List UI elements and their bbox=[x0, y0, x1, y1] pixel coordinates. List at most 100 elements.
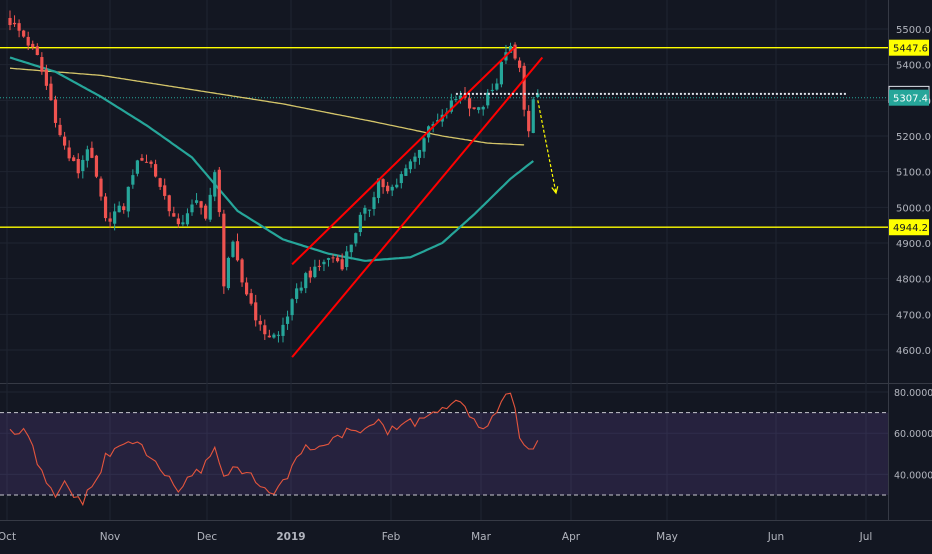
candle-body bbox=[222, 213, 226, 287]
candle-body bbox=[53, 99, 58, 123]
candle bbox=[181, 214, 185, 227]
candle-body bbox=[126, 186, 130, 212]
candle bbox=[213, 169, 217, 202]
candle-body bbox=[267, 335, 271, 338]
candle bbox=[376, 178, 381, 204]
candle-body bbox=[99, 178, 103, 197]
candle-body bbox=[481, 106, 485, 110]
candle-body bbox=[486, 92, 490, 106]
oscillator-pane: 80.0000 60.0000 40.0000 bbox=[0, 388, 932, 507]
candle-body bbox=[395, 184, 399, 188]
candle-body bbox=[381, 179, 385, 188]
candle bbox=[263, 319, 267, 340]
candle-body bbox=[163, 185, 167, 196]
time-tick-label: Nov bbox=[100, 531, 121, 543]
candle bbox=[367, 209, 372, 218]
candle bbox=[413, 152, 417, 169]
candle bbox=[26, 31, 30, 51]
oscillator-band bbox=[0, 412, 888, 495]
candle bbox=[454, 95, 458, 103]
time-tick-label: Jun bbox=[767, 531, 784, 543]
candle-body bbox=[399, 174, 403, 184]
candle bbox=[308, 266, 312, 283]
candle bbox=[317, 259, 321, 271]
candle-body bbox=[295, 288, 299, 299]
candle-body bbox=[226, 257, 230, 289]
candle-body bbox=[336, 257, 340, 262]
candle bbox=[518, 57, 522, 73]
time-tick-label: Feb bbox=[382, 531, 401, 543]
horizontal-levels bbox=[0, 46, 888, 228]
candle bbox=[99, 176, 103, 201]
candle bbox=[53, 95, 58, 128]
time-axis: Oct Nov Dec 2019 Feb Mar Apr May Jun Jul bbox=[0, 531, 872, 543]
candle-body bbox=[249, 293, 253, 304]
candle-body bbox=[522, 65, 526, 110]
candle bbox=[299, 281, 303, 294]
candle-body bbox=[404, 168, 408, 176]
candle-body bbox=[304, 273, 308, 289]
candle bbox=[254, 294, 258, 327]
price-tick-label: 4800.0 bbox=[896, 275, 931, 286]
candle bbox=[208, 187, 212, 222]
candle-body bbox=[12, 22, 17, 25]
candle-body bbox=[72, 157, 76, 162]
candle bbox=[81, 155, 85, 179]
price-label-box bbox=[889, 89, 929, 106]
candle bbox=[122, 203, 126, 214]
candle bbox=[58, 117, 62, 137]
candle-body bbox=[290, 299, 294, 316]
candle-body bbox=[508, 46, 513, 53]
candle-body bbox=[345, 251, 349, 268]
candle bbox=[467, 93, 472, 117]
candle-body bbox=[376, 178, 381, 198]
candle-body bbox=[190, 204, 194, 213]
candle bbox=[231, 240, 235, 258]
candle bbox=[176, 213, 180, 228]
candle bbox=[349, 244, 353, 260]
candle-body bbox=[254, 302, 258, 321]
price-tick-label: 5100.0 bbox=[896, 168, 931, 179]
price-label-text: 4944.2 bbox=[893, 223, 928, 234]
candle-body bbox=[113, 211, 117, 224]
candle bbox=[44, 64, 48, 90]
candle-body bbox=[258, 320, 262, 325]
candle-body bbox=[340, 259, 344, 270]
price-tick-label: 5500.0 bbox=[896, 25, 931, 36]
candle-body bbox=[240, 259, 244, 283]
candle-body bbox=[245, 282, 249, 295]
candle-body bbox=[49, 83, 53, 101]
candle-body bbox=[358, 214, 362, 233]
candle-body bbox=[67, 147, 71, 159]
time-tick-label: May bbox=[656, 531, 678, 543]
candle-body bbox=[103, 196, 108, 219]
candles bbox=[8, 10, 540, 343]
price-tick-label: 4900.0 bbox=[896, 239, 931, 250]
candle-body bbox=[299, 287, 303, 291]
candle bbox=[217, 167, 221, 217]
candle-body bbox=[158, 178, 162, 187]
candle bbox=[185, 208, 190, 227]
candle bbox=[172, 206, 176, 217]
candle bbox=[281, 317, 285, 343]
price-tick-label: 4600.0 bbox=[896, 346, 931, 357]
candle bbox=[113, 203, 117, 231]
candle-body bbox=[31, 43, 35, 48]
candle bbox=[531, 96, 535, 134]
candle-body bbox=[154, 164, 158, 177]
candle-body bbox=[122, 206, 126, 211]
candle bbox=[408, 159, 412, 174]
candle-body bbox=[422, 138, 426, 152]
candle-body bbox=[326, 258, 331, 260]
candle-body bbox=[477, 107, 481, 110]
candle-body bbox=[204, 205, 208, 219]
candle bbox=[422, 136, 426, 159]
candle-body bbox=[213, 172, 217, 197]
candle bbox=[167, 194, 171, 217]
candle-body bbox=[454, 98, 458, 100]
candle bbox=[372, 191, 376, 216]
candle bbox=[12, 15, 17, 27]
candle-body bbox=[281, 324, 285, 336]
candle bbox=[258, 315, 262, 331]
